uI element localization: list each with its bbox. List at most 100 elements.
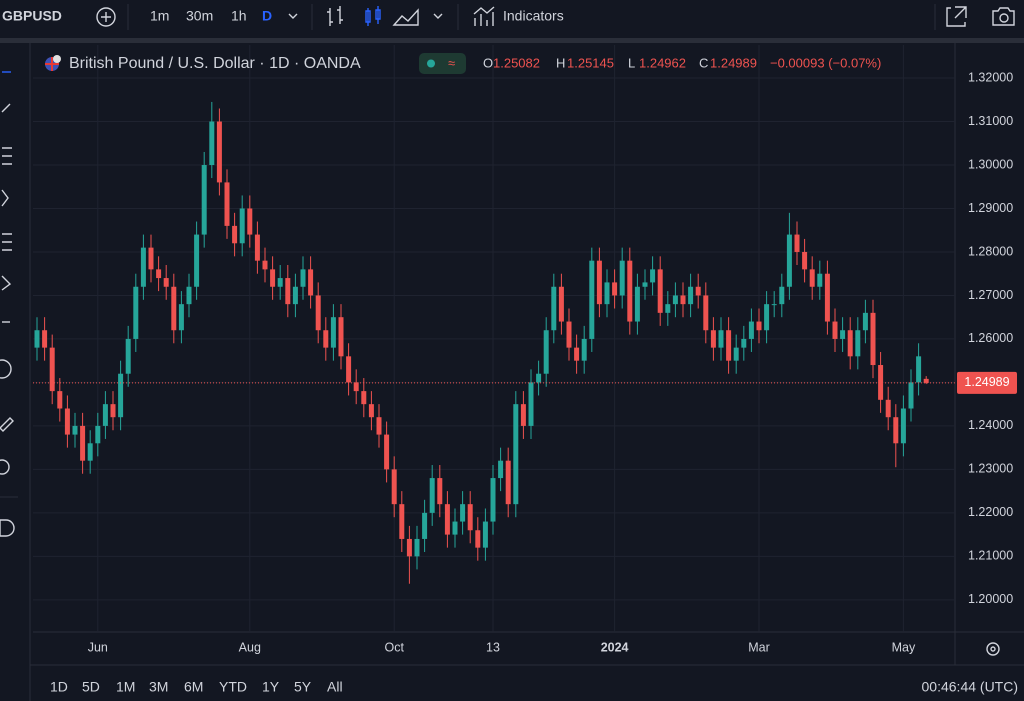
line-tool[interactable] [1,103,11,113]
candle-body [574,347,580,361]
range-button[interactable]: 5Y [294,679,312,695]
candle-body [95,425,101,444]
candle-body [194,234,200,287]
candle-body [771,304,777,306]
candle-body [361,391,367,405]
candle-body [102,404,108,426]
candle-body [148,247,154,270]
fib-tool[interactable] [2,147,12,165]
status-pill[interactable] [419,53,466,74]
candle-body [885,399,891,418]
candle-body [254,234,260,261]
range-button[interactable]: YTD [219,679,247,695]
candle-body [710,330,716,348]
add-symbol-icon[interactable] [96,7,116,27]
publish-icon[interactable] [946,6,967,27]
candle-body [277,278,283,287]
emoji-tool[interactable] [0,359,12,379]
candle-body [133,286,139,339]
open-label: O [483,55,493,70]
range-button[interactable]: 5D [82,679,100,695]
candle-body [338,317,344,357]
x-tick-label: 13 [486,640,500,654]
snapshot-icon[interactable] [992,7,1015,26]
candle-body [239,208,245,244]
settings-icon[interactable] [986,642,1000,656]
y-tick-label: 1.32000 [968,70,1013,84]
candles-icon[interactable] [365,6,381,26]
candle-body [543,330,549,374]
close-value: 1.24989 [710,55,757,70]
candle-body [862,312,868,331]
range-button[interactable]: 1Y [262,679,280,695]
candle-body [422,512,428,539]
candle-body [536,373,542,383]
chevron[interactable] [288,13,298,19]
candle-body [308,269,314,296]
grid [33,45,955,632]
ruler-tool[interactable] [0,417,14,432]
chevron[interactable] [433,13,443,19]
indicators-icon[interactable] [473,6,495,26]
candle-body [878,365,884,400]
interval-active[interactable]: D [262,8,272,24]
candle-body [718,330,724,348]
candle-body [42,330,48,348]
gear-center [990,646,996,652]
candle-body [847,330,853,357]
indicators-button[interactable]: Indicators [503,8,564,24]
candle-body [414,538,420,557]
high-value: 1.25145 [567,55,614,70]
candle-body [733,347,739,361]
pattern-tool[interactable] [1,189,9,207]
candle-body [64,408,70,435]
candle-body [817,273,823,287]
clock: 00:46:44 (UTC) [922,679,1018,695]
candle-body [695,286,701,296]
interval[interactable]: 1h [231,8,247,24]
top-toolbar: GBPUSD 1m 30m 1h D Indicators [2,4,1015,30]
zoom-tool[interactable] [0,459,10,475]
divider [0,38,1024,43]
candle-body [642,282,648,287]
candle-body [80,425,86,461]
last-price-label: 1.24989 [964,375,1009,389]
left-toolbar [0,43,31,701]
candle-body [657,269,663,313]
range-button[interactable]: 3M [149,679,168,695]
bars-icon[interactable] [327,6,343,26]
candle-body [703,295,709,331]
candle-body [794,234,800,252]
candle-body [650,269,656,283]
shapes-tool[interactable] [1,275,12,291]
candle-body [832,321,838,339]
range-button[interactable]: 6M [184,679,203,695]
candle-body [429,478,435,513]
candle-body [285,278,291,305]
range-button[interactable]: 1M [116,679,135,695]
interval[interactable]: 30m [186,8,213,24]
candle-body [262,260,268,270]
flag-cross [45,57,59,71]
y-tick-label: 1.21000 [968,549,1013,563]
y-tick-label: 1.28000 [968,244,1013,258]
candle-body [779,286,785,305]
candle-body [156,269,162,279]
range-button[interactable]: 1D [50,679,68,695]
candle-body [171,286,177,331]
symbol[interactable]: GBPUSD [2,8,62,24]
candle-body [665,304,671,313]
candle-body [505,460,511,505]
range-button[interactable]: All [327,679,343,695]
low-label: L [628,55,635,70]
candle-body [399,504,405,539]
prediction-tool[interactable] [2,233,12,251]
interval[interactable]: 1m [150,8,169,24]
candle-body [247,208,253,235]
gear[interactable] [986,642,1000,656]
candle-body [551,286,557,331]
area-icon[interactable] [392,8,419,26]
chart-legend: British Pound / U.S. Dollar · 1D · OANDA… [45,53,881,74]
magnet-tool[interactable] [0,519,15,537]
